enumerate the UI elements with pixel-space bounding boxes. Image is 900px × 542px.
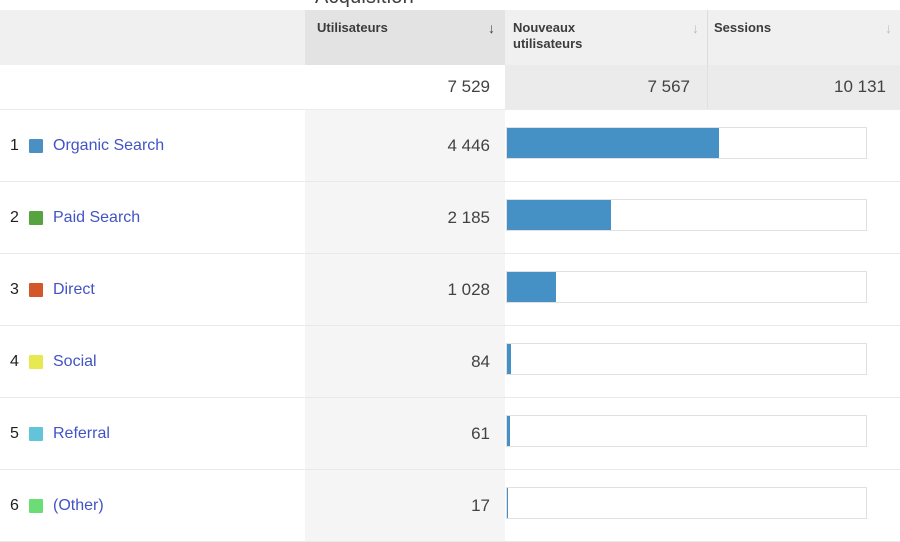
bar-track xyxy=(506,343,867,375)
bar-fill xyxy=(507,128,719,158)
row-rank: 6 xyxy=(10,496,19,514)
total-new-users: 7 567 xyxy=(505,65,707,109)
bar-track xyxy=(506,487,867,519)
users-value: 2 185 xyxy=(305,182,505,253)
channel-link[interactable]: Direct xyxy=(53,280,95,298)
row-rank: 2 xyxy=(10,208,19,226)
users-value: 84 xyxy=(305,326,505,397)
table-header-row: Utilisateurs ↓ Nouveaux utilisateurs ↓ S… xyxy=(0,10,900,65)
bar-track xyxy=(506,127,867,159)
totals-row-spacer xyxy=(0,65,305,109)
channel-link[interactable]: (Other) xyxy=(53,496,104,514)
table-row: 6 (Other) 17 xyxy=(0,470,900,542)
users-value: 61 xyxy=(305,398,505,469)
table-row: 2 Paid Search 2 185 xyxy=(0,182,900,254)
bar-track xyxy=(506,415,867,447)
header-dimension-spacer xyxy=(0,10,305,65)
bar-fill xyxy=(507,488,508,518)
total-users: 7 529 xyxy=(305,65,505,109)
bar-cell xyxy=(505,182,900,253)
column-header-users-label: Utilisateurs xyxy=(317,20,388,35)
bar-fill xyxy=(507,272,556,302)
channel-link[interactable]: Referral xyxy=(53,424,110,442)
totals-row: 7 529 7 567 10 131 xyxy=(0,65,900,110)
row-rank: 5 xyxy=(10,424,19,442)
users-value: 17 xyxy=(305,470,505,541)
series-swatch-icon xyxy=(29,426,43,441)
series-swatch-icon xyxy=(29,282,43,297)
bar-cell xyxy=(505,470,900,541)
bar-cell xyxy=(505,398,900,469)
column-header-users[interactable]: Utilisateurs ↓ xyxy=(305,10,505,65)
channel-cell: 2 Paid Search xyxy=(0,182,305,253)
sort-icon[interactable]: ↓ xyxy=(692,20,699,36)
channel-cell: 5 Referral xyxy=(0,398,305,469)
channel-link[interactable]: Paid Search xyxy=(53,208,141,226)
bar-track xyxy=(506,271,867,303)
bar-cell xyxy=(505,254,900,325)
channel-link[interactable]: Social xyxy=(53,352,97,370)
column-header-sessions-label: Sessions xyxy=(714,20,772,35)
column-header-new-users-label: Nouveaux utilisateurs xyxy=(513,20,583,51)
column-header-sessions[interactable]: Sessions ↓ xyxy=(707,10,900,65)
table-row: 3 Direct 1 028 xyxy=(0,254,900,326)
channel-link[interactable]: Organic Search xyxy=(53,136,165,154)
row-rank: 3 xyxy=(10,280,19,298)
channel-cell: 3 Direct xyxy=(0,254,305,325)
channels-table: Utilisateurs ↓ Nouveaux utilisateurs ↓ S… xyxy=(0,10,900,542)
table-row: 1 Organic Search 4 446 xyxy=(0,110,900,182)
bar-cell xyxy=(505,110,900,181)
channel-cell: 1 Organic Search xyxy=(0,110,305,181)
sort-icon[interactable]: ↓ xyxy=(885,20,892,36)
bar-fill xyxy=(507,344,511,374)
series-swatch-icon xyxy=(29,210,43,225)
users-value: 4 446 xyxy=(305,110,505,181)
bar-cell xyxy=(505,326,900,397)
table-row: 4 Social 84 xyxy=(0,326,900,398)
users-value: 1 028 xyxy=(305,254,505,325)
series-swatch-icon xyxy=(29,354,43,369)
channel-cell: 4 Social xyxy=(0,326,305,397)
bar-fill xyxy=(507,200,611,230)
row-rank: 1 xyxy=(10,136,19,154)
series-swatch-icon xyxy=(29,138,43,153)
bar-track xyxy=(506,199,867,231)
page-title: Acquisition xyxy=(315,0,414,9)
row-rank: 4 xyxy=(10,352,19,370)
total-sessions: 10 131 xyxy=(707,65,900,109)
series-swatch-icon xyxy=(29,498,43,513)
table-row: 5 Referral 61 xyxy=(0,398,900,470)
column-header-new-users[interactable]: Nouveaux utilisateurs ↓ xyxy=(505,10,707,65)
bar-fill xyxy=(507,416,510,446)
sort-desc-icon[interactable]: ↓ xyxy=(488,20,495,36)
channel-cell: 6 (Other) xyxy=(0,470,305,541)
